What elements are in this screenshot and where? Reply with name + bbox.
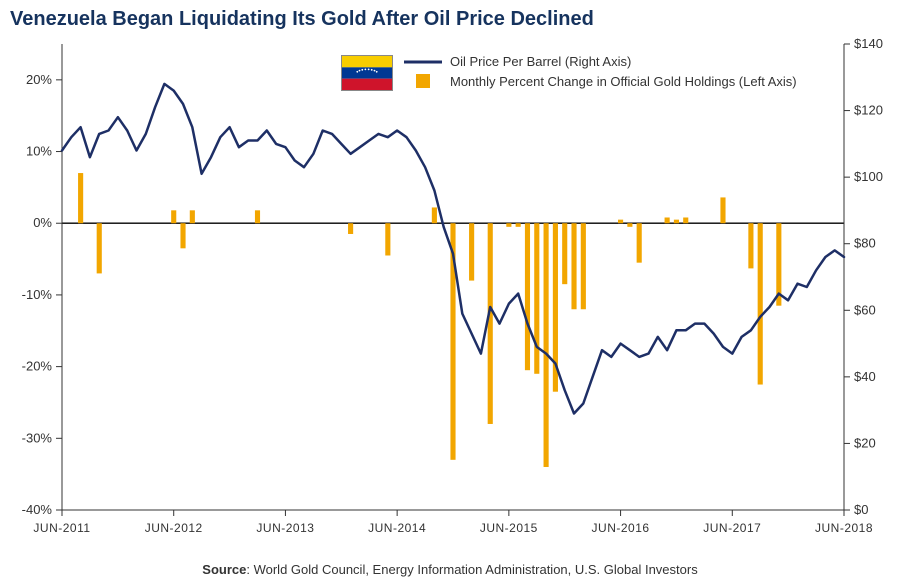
source-line: Source: World Gold Council, Energy Infor… [0,562,900,577]
svg-text:10%: 10% [26,144,52,159]
svg-text:JUN-2011: JUN-2011 [33,521,90,535]
svg-text:JUN-2013: JUN-2013 [256,521,314,535]
svg-text:JUN-2015: JUN-2015 [480,521,538,535]
chart-plot: -40% -30% -20% -10% 0% 10% 20% $0 $20 $40 $60 $80 $1… [0,34,900,552]
svg-text:$60: $60 [854,302,876,317]
source-text: : World Gold Council, Energy Information… [246,562,697,577]
chart-title: Venezuela Began Liquidating Its Gold Aft… [0,0,900,35]
svg-text:$20: $20 [854,435,876,450]
svg-text:$100: $100 [854,169,883,184]
svg-text:$40: $40 [854,369,876,384]
svg-text:JUN-2012: JUN-2012 [145,521,203,535]
svg-text:$0: $0 [854,502,868,517]
svg-text:0%: 0% [33,215,52,230]
svg-text:20%: 20% [26,72,52,87]
svg-text:$120: $120 [854,103,883,118]
source-label: Source [202,562,246,577]
svg-text:JUN-2014: JUN-2014 [368,521,426,535]
svg-text:-30%: -30% [22,430,53,445]
svg-text:Monthly Percent Change in Offi: Monthly Percent Change in Official Gold … [450,74,797,89]
svg-text:JUN-2018: JUN-2018 [815,521,873,535]
svg-text:$140: $140 [854,36,883,51]
svg-text:$80: $80 [854,236,876,251]
svg-text:JUN-2016: JUN-2016 [592,521,650,535]
svg-text:-40%: -40% [22,502,53,517]
svg-text:-10%: -10% [22,287,53,302]
svg-text:-20%: -20% [22,359,53,374]
svg-text:JUN-2017: JUN-2017 [703,521,761,535]
svg-text:Oil Price Per Barrel (Right Ax: Oil Price Per Barrel (Right Axis) [450,54,631,69]
